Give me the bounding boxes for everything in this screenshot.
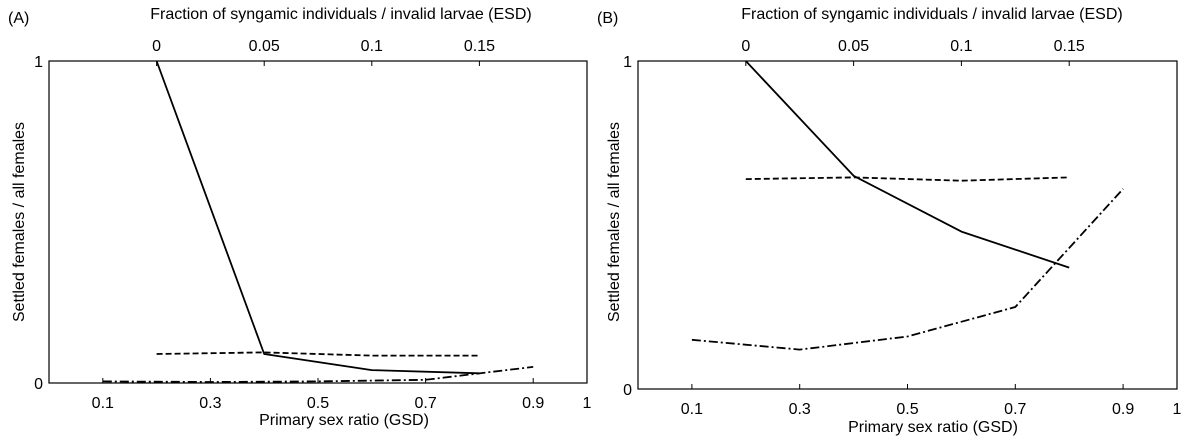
x-tick-label: 0.5 (896, 401, 918, 418)
x-axis-label: Primary sex ratio (GSD) (259, 412, 429, 429)
x-tick-label: 1 (583, 395, 592, 412)
top-tick-label: 0.1 (950, 38, 972, 55)
series-solid-line (155, 60, 480, 375)
series-solid-line (745, 60, 1070, 269)
top-tick-label: 0 (152, 38, 161, 55)
tick-group: 0.1 0.3 0.5 0.7 0.9 1 0 0.05 0.1 0.15 0 1 (34, 38, 591, 412)
x-tick-label: 0.5 (307, 395, 329, 412)
x-tick-label: 0.3 (789, 401, 811, 418)
axes-frame (637, 60, 1178, 390)
y-tick-label: 0 (623, 382, 632, 399)
x-axis-label: Primary sex ratio (GSD) (848, 419, 1018, 436)
axes-frame (48, 60, 588, 384)
x-tick-label: 0.3 (199, 395, 221, 412)
panel-a: (A) Fraction of syngamic individuals / i… (8, 6, 592, 429)
series-dashed-line (745, 176, 1070, 182)
x-tick-label: 0.7 (414, 395, 436, 412)
top-tick-label: 0.05 (838, 38, 869, 55)
panel-b: (B) Fraction of syngamic individuals / i… (597, 6, 1182, 436)
top-axis-label: Fraction of syngamic individuals / inval… (741, 6, 1122, 23)
top-tick-label: 0.05 (249, 38, 280, 55)
panel-label: (B) (597, 10, 618, 27)
x-tick-label: 0.1 (681, 401, 703, 418)
panel-label: (A) (8, 10, 29, 27)
y-tick-label: 1 (623, 54, 632, 71)
series-group (102, 60, 534, 383)
x-tick-label: 0.9 (1112, 401, 1134, 418)
top-tick-label: 0.1 (361, 38, 383, 55)
y-axis-label: Settled females / all females (606, 122, 623, 322)
y-axis-label: Settled females / all females (11, 122, 28, 322)
top-tick-label: 0 (741, 38, 750, 55)
tick-group: 0.1 0.3 0.5 0.7 0.9 1 0 0.05 0.1 0.15 0 1 (623, 38, 1181, 418)
top-tick-label: 0.15 (464, 38, 495, 55)
series-dashdot-line (102, 366, 534, 383)
series-dashdot-line (691, 188, 1124, 351)
y-tick-label: 0 (34, 376, 43, 393)
series-dashed-line (156, 351, 480, 357)
series-group (691, 60, 1124, 351)
x-tick-label: 0.9 (522, 395, 544, 412)
x-tick-label: 0.1 (92, 395, 114, 412)
x-tick-label: 1 (1173, 401, 1182, 418)
x-tick-label: 0.7 (1004, 401, 1026, 418)
y-tick-label: 1 (34, 54, 43, 71)
top-axis-label: Fraction of syngamic individuals / inval… (150, 6, 531, 23)
top-tick-label: 0.15 (1054, 38, 1085, 55)
